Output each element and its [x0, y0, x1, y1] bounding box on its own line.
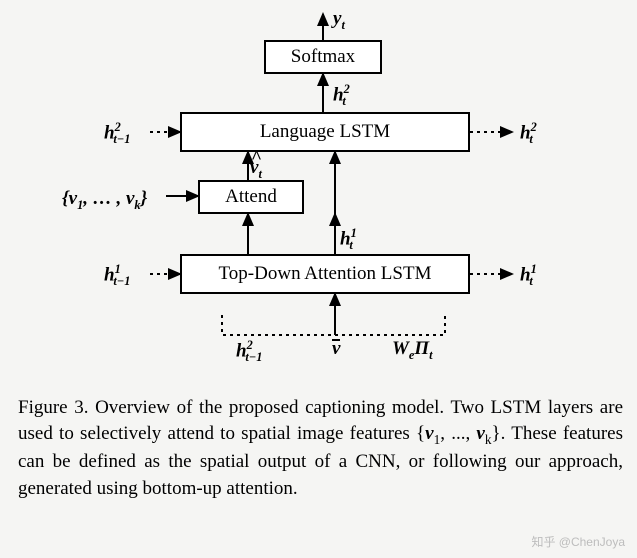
figure-caption: Figure 3. Overview of the proposed capti… — [18, 395, 623, 502]
label-ht2-right: h2t — [520, 120, 533, 147]
label-vhat: vt — [250, 157, 262, 182]
language-lstm-box: Language LSTM — [180, 112, 470, 152]
lang-lstm-label: Language LSTM — [260, 121, 390, 143]
softmax-label: Softmax — [291, 46, 355, 68]
td-lstm-label: Top-Down Attention LSTM — [219, 263, 432, 285]
label-yt: yt — [333, 8, 345, 33]
label-ht2-tm1-left: h2t−1 — [104, 120, 130, 147]
watermark: 知乎 @ChenJoya — [531, 533, 625, 550]
label-ht2-tm1-bottom: h2t−1 — [236, 338, 262, 365]
label-vbar: v — [332, 338, 340, 360]
label-ht1: h1t — [340, 226, 353, 253]
label-ht2: h2t — [333, 82, 346, 109]
softmax-box: Softmax — [264, 40, 382, 74]
label-vset: {v1, … , vk} — [62, 188, 147, 213]
topdown-lstm-box: Top-Down Attention LSTM — [180, 254, 470, 294]
label-ht1-right: h1t — [520, 262, 533, 289]
figure-canvas: Softmax Language LSTM Attend Top-Down At… — [0, 0, 637, 558]
attend-label: Attend — [225, 186, 277, 208]
label-ht1-tm1-left: h1t−1 — [104, 262, 130, 289]
attend-box: Attend — [198, 180, 304, 214]
label-we-pi: WeΠt — [392, 338, 433, 363]
